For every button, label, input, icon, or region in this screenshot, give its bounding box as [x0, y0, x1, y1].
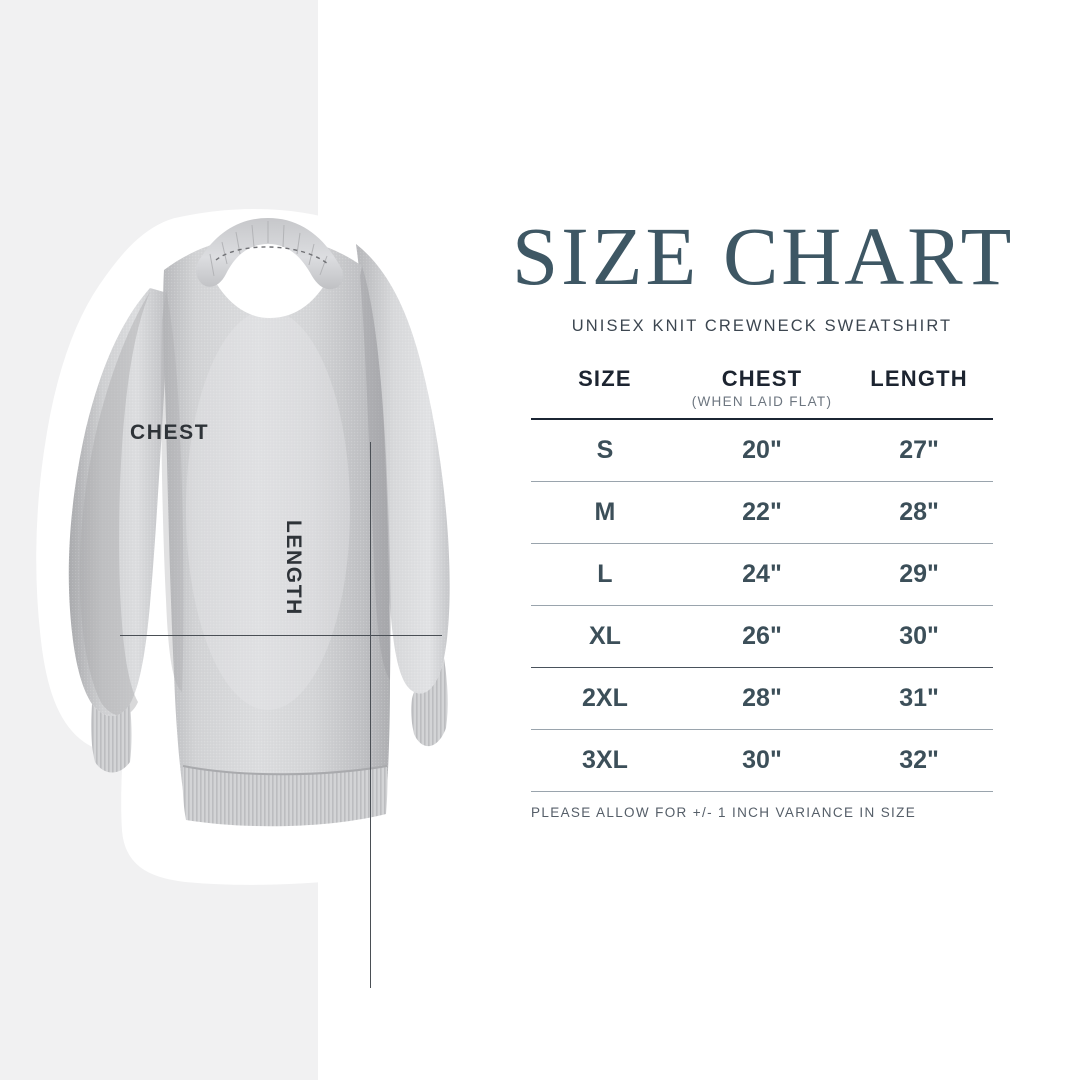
page-subtitle: UNISEX KNIT CREWNECK SWEATSHIRT	[571, 317, 953, 336]
cell-size: L	[531, 543, 679, 607]
left-sleeve-shadow	[79, 292, 150, 716]
cell-size: 2XL	[531, 667, 679, 731]
note-spacer-right	[845, 394, 993, 421]
chest-measurement-line	[120, 635, 442, 636]
table-row: 3XL 30" 32"	[531, 729, 993, 793]
cell-length: 32"	[845, 729, 993, 793]
column-header-length: LENGTH	[870, 366, 968, 392]
left-cuff	[91, 704, 132, 773]
chest-column-note: (WHEN LAID FLAT)	[678, 394, 846, 421]
table-footnote: PLEASE ALLOW FOR +/- 1 INCH VARIANCE IN …	[531, 805, 917, 821]
sweatshirt-product-image	[0, 180, 520, 988]
cell-size: 3XL	[531, 729, 679, 793]
cell-size: M	[531, 481, 679, 545]
column-header-chest: CHEST	[721, 366, 803, 392]
right-armhole-shadow	[360, 266, 391, 680]
cell-length: 31"	[845, 667, 993, 731]
column-note-row: (WHEN LAID FLAT)	[531, 394, 993, 421]
table-row: XL 26" 30"	[531, 605, 993, 669]
left-sleeve-texture	[68, 288, 166, 716]
cell-length: 29"	[845, 543, 993, 607]
bottom-hem	[182, 766, 388, 827]
length-measurement-line	[370, 442, 371, 988]
cell-length: 28"	[845, 481, 993, 545]
note-spacer-left	[531, 394, 679, 421]
left-armhole-shadow	[161, 290, 184, 692]
right-cuff	[411, 658, 448, 747]
neck-tape-stitching	[215, 246, 329, 265]
size-chart-panel: SIZE CHART UNISEX KNIT CREWNECK SWEATSHI…	[512, 210, 1015, 821]
right-sleeve-texture	[356, 244, 450, 694]
size-chart-table: SIZE CHEST LENGTH (WHEN LAID FLAT) S 20"…	[531, 366, 993, 793]
table-row: 2XL 28" 31"	[531, 667, 993, 731]
cell-chest: 24"	[678, 543, 846, 607]
table-row: L 24" 29"	[531, 543, 993, 607]
body-highlight	[186, 310, 350, 710]
table-header-row: SIZE CHEST LENGTH	[531, 366, 993, 394]
cell-size: S	[531, 419, 679, 483]
page-title: SIZE CHART	[512, 210, 1015, 302]
cell-length: 27"	[845, 419, 993, 483]
cell-chest: 26"	[678, 605, 846, 669]
cell-size: XL	[531, 605, 679, 669]
cell-chest: 22"	[678, 481, 846, 545]
cell-chest: 30"	[678, 729, 846, 793]
cell-chest: 28"	[678, 667, 846, 731]
table-row: S 20" 27"	[531, 419, 993, 483]
column-header-size: SIZE	[578, 366, 632, 392]
sweatshirt-illustration	[36, 208, 504, 885]
table-row: M 22" 28"	[531, 481, 993, 545]
length-measurement-label: LENGTH	[282, 520, 305, 616]
hem-seam	[182, 765, 388, 776]
cell-length: 30"	[845, 605, 993, 669]
cell-chest: 20"	[678, 419, 846, 483]
collar-ribbing	[195, 218, 344, 290]
body-texture	[163, 236, 390, 815]
chest-measurement-label: CHEST	[130, 421, 210, 444]
